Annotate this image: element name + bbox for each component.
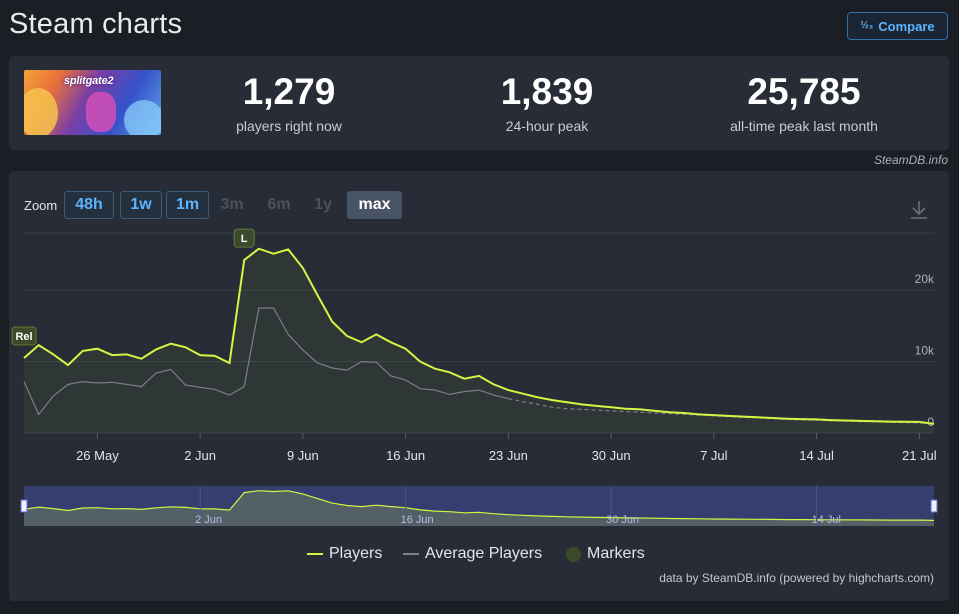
legend-average-players[interactable]: Average Players: [403, 545, 542, 563]
x-tick-label: 16 Jun: [386, 448, 425, 463]
player-chart[interactable]: 0 10k 20k 26 May 2 Jun 9 Jun 16 Jun 23 Jun 30 Ju…: [9, 171, 949, 541]
x-tick-label: 14 Jul: [799, 448, 834, 463]
legend-dot-icon: [566, 546, 581, 562]
stat-label: all-time peak last month: [730, 118, 878, 134]
y-tick-label: 20k: [915, 272, 935, 286]
zoom-label: Zoom: [24, 198, 58, 213]
stat-alltime-peak: 25,785 all-time peak last month: [709, 71, 899, 135]
legend-line-icon: [403, 553, 419, 555]
stat-label: players right now: [236, 118, 342, 134]
legend-markers[interactable]: Markers: [566, 545, 645, 563]
stat-label: 24-hour peak: [505, 118, 589, 134]
stat-value: 25,785: [747, 71, 861, 112]
zoom-1m-button[interactable]: 1m: [166, 191, 209, 219]
x-tick-label: 26 May: [76, 448, 119, 463]
legend-label: Players: [329, 545, 383, 562]
stats-card: splitgate2 1,279 players right now 1,839…: [9, 56, 949, 150]
navigator-line: [23, 490, 935, 521]
zoom-1w-button[interactable]: 1w: [120, 191, 162, 219]
stat-current-players: 1,279 players right now: [209, 71, 369, 135]
y-tick-label: 10k: [915, 344, 935, 358]
art-shape: [24, 88, 58, 135]
stat-value: 1,279: [242, 71, 336, 112]
steamdb-credit[interactable]: SteamDB.info: [873, 153, 948, 167]
navigator-handle-left[interactable]: [20, 499, 28, 513]
x-tick-label: 9 Jun: [287, 448, 319, 463]
x-tick-label: 7 Jul: [700, 448, 728, 463]
stat-24h-peak: 1,839 24-hour peak: [467, 71, 627, 135]
game-thumbnail[interactable]: splitgate2: [24, 70, 161, 135]
navigator-area: [24, 490, 934, 526]
highcharts-credit[interactable]: data by SteamDB.info (powered by highcha…: [659, 571, 934, 585]
art-shape: [124, 100, 161, 135]
y-tick-label: 0: [927, 415, 934, 429]
fraction-icon: ½₃: [860, 20, 874, 31]
zoom-max-button[interactable]: max: [347, 191, 402, 219]
players-area: [24, 248, 934, 433]
zoom-3m-button: 3m: [220, 196, 244, 213]
page-title: Steam charts: [9, 8, 183, 40]
average-players-line: [23, 307, 509, 416]
legend-label: Markers: [587, 545, 645, 562]
players-line[interactable]: [23, 247, 935, 425]
marker-label: Rel: [15, 331, 32, 343]
marker-label: L: [241, 233, 248, 245]
stat-value: 1,839: [500, 71, 594, 112]
compare-button[interactable]: ½₃ Compare: [847, 12, 948, 40]
legend-players[interactable]: Players: [307, 545, 382, 563]
legend-label: Average Players: [425, 545, 543, 562]
navigator-tick-label: 14 Jul: [812, 514, 841, 526]
x-tick-label: 30 Jun: [592, 448, 631, 463]
download-icon[interactable]: [907, 198, 931, 222]
chart-card: Zoom 48h 1w 1m 3m 6m 1y max 0 10k 20k 26 May 2 Jun…: [9, 171, 949, 601]
compare-label: Compare: [878, 18, 935, 34]
zoom-1y-button: 1y: [314, 196, 332, 213]
marker-flag[interactable]: [233, 228, 255, 248]
navigator-tick-label: 16 Jun: [401, 514, 434, 526]
zoom-48h-button[interactable]: 48h: [64, 191, 114, 219]
x-tick-label: 21 Jul: [902, 448, 937, 463]
game-logo: splitgate2: [64, 75, 114, 87]
art-shape: [86, 92, 116, 132]
x-tick-label: 23 Jun: [489, 448, 528, 463]
marker-flag[interactable]: [11, 326, 37, 346]
chart-legend: Players Average Players Markers: [9, 545, 949, 567]
legend-line-icon: [307, 553, 323, 555]
navigator-tick-label: 30 Jun: [606, 514, 639, 526]
navigator-tick-label: 2 Jun: [195, 514, 222, 526]
zoom-6m-button: 6m: [267, 196, 291, 213]
x-tick-label: 2 Jun: [184, 448, 216, 463]
navigator-handle-right[interactable]: [930, 499, 938, 513]
